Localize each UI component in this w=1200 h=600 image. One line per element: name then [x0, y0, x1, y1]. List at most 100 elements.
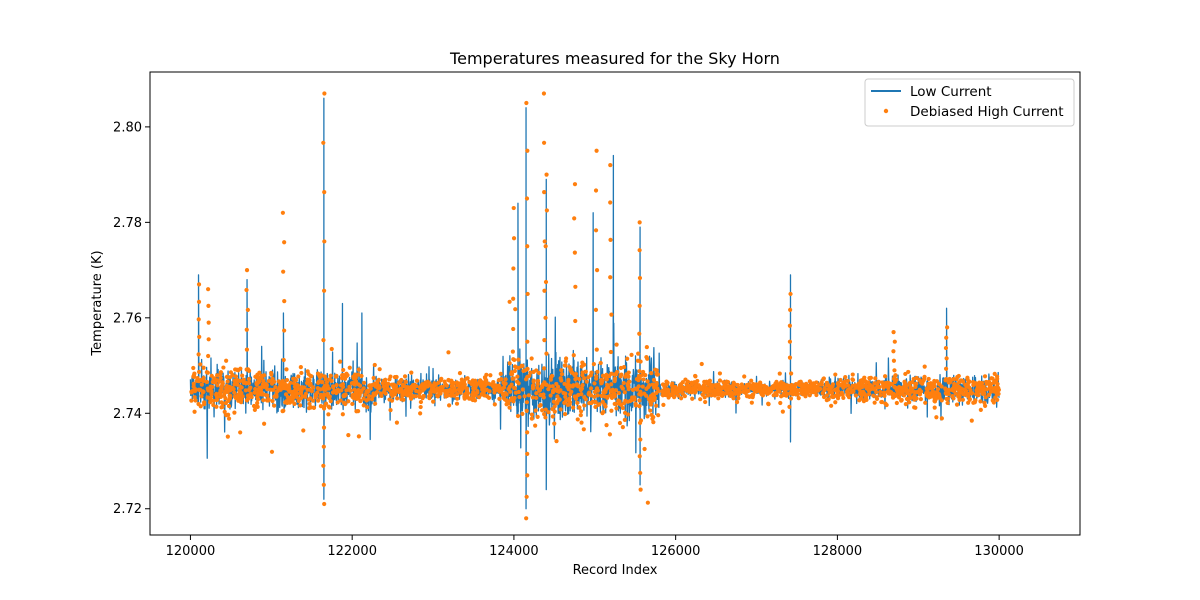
scatter-point	[580, 360, 585, 365]
scatter-point	[513, 390, 518, 395]
scatter-point	[266, 398, 271, 403]
scatter-point	[497, 396, 502, 401]
scatter-point	[559, 368, 564, 373]
scatter-point	[878, 389, 883, 395]
x-axis: 120000 122000 124000 126000 128000 130000	[166, 535, 1024, 559]
scatter-point	[388, 374, 393, 379]
scatter-point	[226, 403, 232, 409]
scatter-point	[939, 416, 944, 421]
x-tick-label: 130000	[974, 544, 1024, 559]
scatter-point-extreme	[608, 200, 613, 205]
scatter-point	[554, 439, 559, 444]
scatter-point	[266, 378, 272, 383]
scatter-point	[341, 367, 346, 373]
scatter-point	[507, 361, 512, 366]
scatter-point	[238, 366, 243, 371]
scatter-point	[894, 400, 899, 406]
scatter-point	[620, 405, 625, 411]
scatter-point	[371, 391, 376, 396]
scatter-point-extreme	[282, 240, 287, 245]
scatter-point	[465, 376, 470, 381]
scatter-point	[311, 398, 316, 403]
scatter-point	[199, 394, 204, 399]
scatter-point	[910, 386, 915, 392]
scatter-point	[577, 405, 582, 410]
scatter-point	[254, 382, 259, 387]
scatter-point	[298, 403, 303, 408]
scatter-point	[731, 396, 736, 401]
scatter-point	[406, 387, 411, 392]
scatter-point	[209, 392, 214, 397]
scatter-point-extreme	[525, 148, 530, 153]
scatter-point	[990, 376, 995, 381]
scatter-point-extreme	[891, 358, 897, 363]
scatter-point	[988, 389, 994, 394]
scatter-point	[655, 386, 660, 391]
scatter-point	[414, 384, 419, 389]
scatter-point	[742, 374, 747, 379]
scatter-point-extreme	[637, 275, 643, 281]
scatter-point	[901, 393, 907, 398]
scatter-point	[338, 359, 343, 364]
y-axis: 2.72 2.74 2.76 2.78 2.80	[113, 120, 150, 517]
scatter-point	[487, 389, 492, 394]
scatter-point-extreme	[525, 473, 530, 478]
scatter-point	[788, 387, 794, 392]
scatter-point	[839, 390, 844, 395]
scatter-point	[280, 409, 285, 414]
scatter-point	[572, 372, 577, 378]
scatter-point-extreme	[593, 228, 599, 233]
scatter-point	[579, 392, 584, 397]
scatter-point-extreme	[891, 330, 896, 335]
scatter-point	[567, 396, 572, 401]
scatter-point	[414, 389, 419, 394]
scatter-point	[394, 374, 399, 380]
scatter-point	[374, 382, 379, 387]
scatter-point	[935, 387, 941, 392]
scatter-point-extreme	[282, 299, 287, 304]
scatter-point	[467, 379, 472, 385]
scatter-point	[332, 388, 337, 393]
scatter-point	[350, 394, 355, 400]
scatter-point	[377, 367, 382, 372]
scatter-point	[843, 383, 848, 388]
scatter-point-extreme	[944, 376, 949, 382]
scatter-point	[912, 393, 917, 399]
scatter-point	[354, 392, 360, 397]
scatter-point	[438, 391, 443, 396]
scatter-point	[586, 391, 591, 396]
scatter-point	[637, 376, 642, 381]
scatter-point-extreme	[244, 327, 249, 332]
scatter-point	[265, 387, 270, 392]
scatter-point	[253, 386, 258, 392]
scatter-point-extreme	[892, 339, 897, 344]
scatter-point	[779, 380, 784, 385]
scatter-point	[853, 383, 858, 388]
scatter-point	[286, 397, 291, 402]
scatter-point	[198, 378, 203, 383]
scatter-point	[642, 446, 647, 452]
scatter-point	[582, 403, 587, 408]
scatter-point	[990, 386, 996, 391]
scatter-point	[599, 377, 604, 383]
scatter-point	[660, 393, 665, 398]
scatter-point-extreme	[638, 359, 643, 364]
scatter-point	[244, 398, 250, 403]
scatter-point	[238, 398, 243, 403]
scatter-point	[914, 381, 919, 386]
scatter-point	[754, 382, 759, 387]
scatter-point	[268, 387, 273, 392]
scatter-point	[873, 376, 878, 381]
scatter-point	[646, 384, 651, 390]
scatter-point	[566, 377, 571, 382]
scatter-point-extreme	[321, 425, 327, 430]
scatter-point	[578, 409, 584, 414]
scatter-point	[403, 379, 408, 384]
scatter-point-extreme	[281, 357, 286, 363]
scatter-point	[280, 382, 285, 387]
scatter-point-extreme	[944, 335, 949, 340]
scatter-point	[311, 385, 316, 390]
scatter-point	[619, 402, 624, 407]
scatter-point	[378, 391, 384, 396]
